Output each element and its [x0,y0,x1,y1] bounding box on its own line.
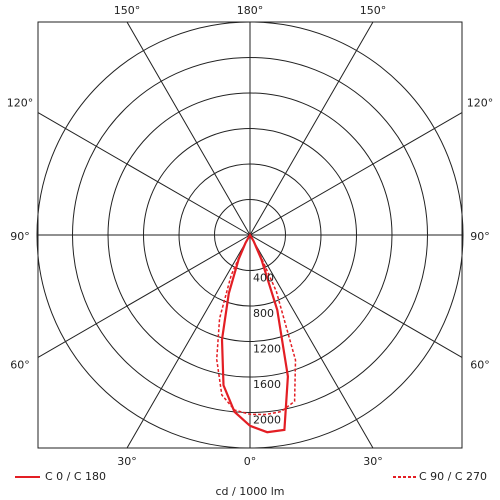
spoke [37,234,251,358]
spoke [126,234,251,449]
angle-label: 150° [114,4,141,17]
r-tick-label: 1200 [253,343,281,356]
angle-label: 120° [7,97,34,110]
legend-label: C 90 / C 270 [419,470,487,483]
angle-label: 90° [10,230,30,243]
unit-label: cd / 1000 lm [216,485,285,498]
angle-label: 180° [237,4,264,17]
angle-label: 150° [360,4,387,17]
spoke [126,21,251,236]
spoke [37,112,251,236]
angle-label: 120° [467,97,494,110]
r-tick-label: 800 [253,307,274,320]
r-tick-label: 400 [253,272,274,285]
angle-label: 30° [117,455,137,468]
angle-label: 60° [10,358,30,371]
spoke [249,234,463,358]
legend-label: C 0 / C 180 [45,470,106,483]
angle-label: 60° [470,358,490,371]
spoke [249,234,374,449]
angle-label: 30° [363,455,383,468]
intensity-curve [220,232,290,434]
angle-label: 90° [470,230,490,243]
r-tick-label: 2000 [253,414,281,427]
r-tick-label: 1600 [253,378,281,391]
spoke [249,21,374,236]
spoke [249,112,463,236]
angle-label: 0° [244,455,257,468]
intensity-curve [215,233,297,416]
